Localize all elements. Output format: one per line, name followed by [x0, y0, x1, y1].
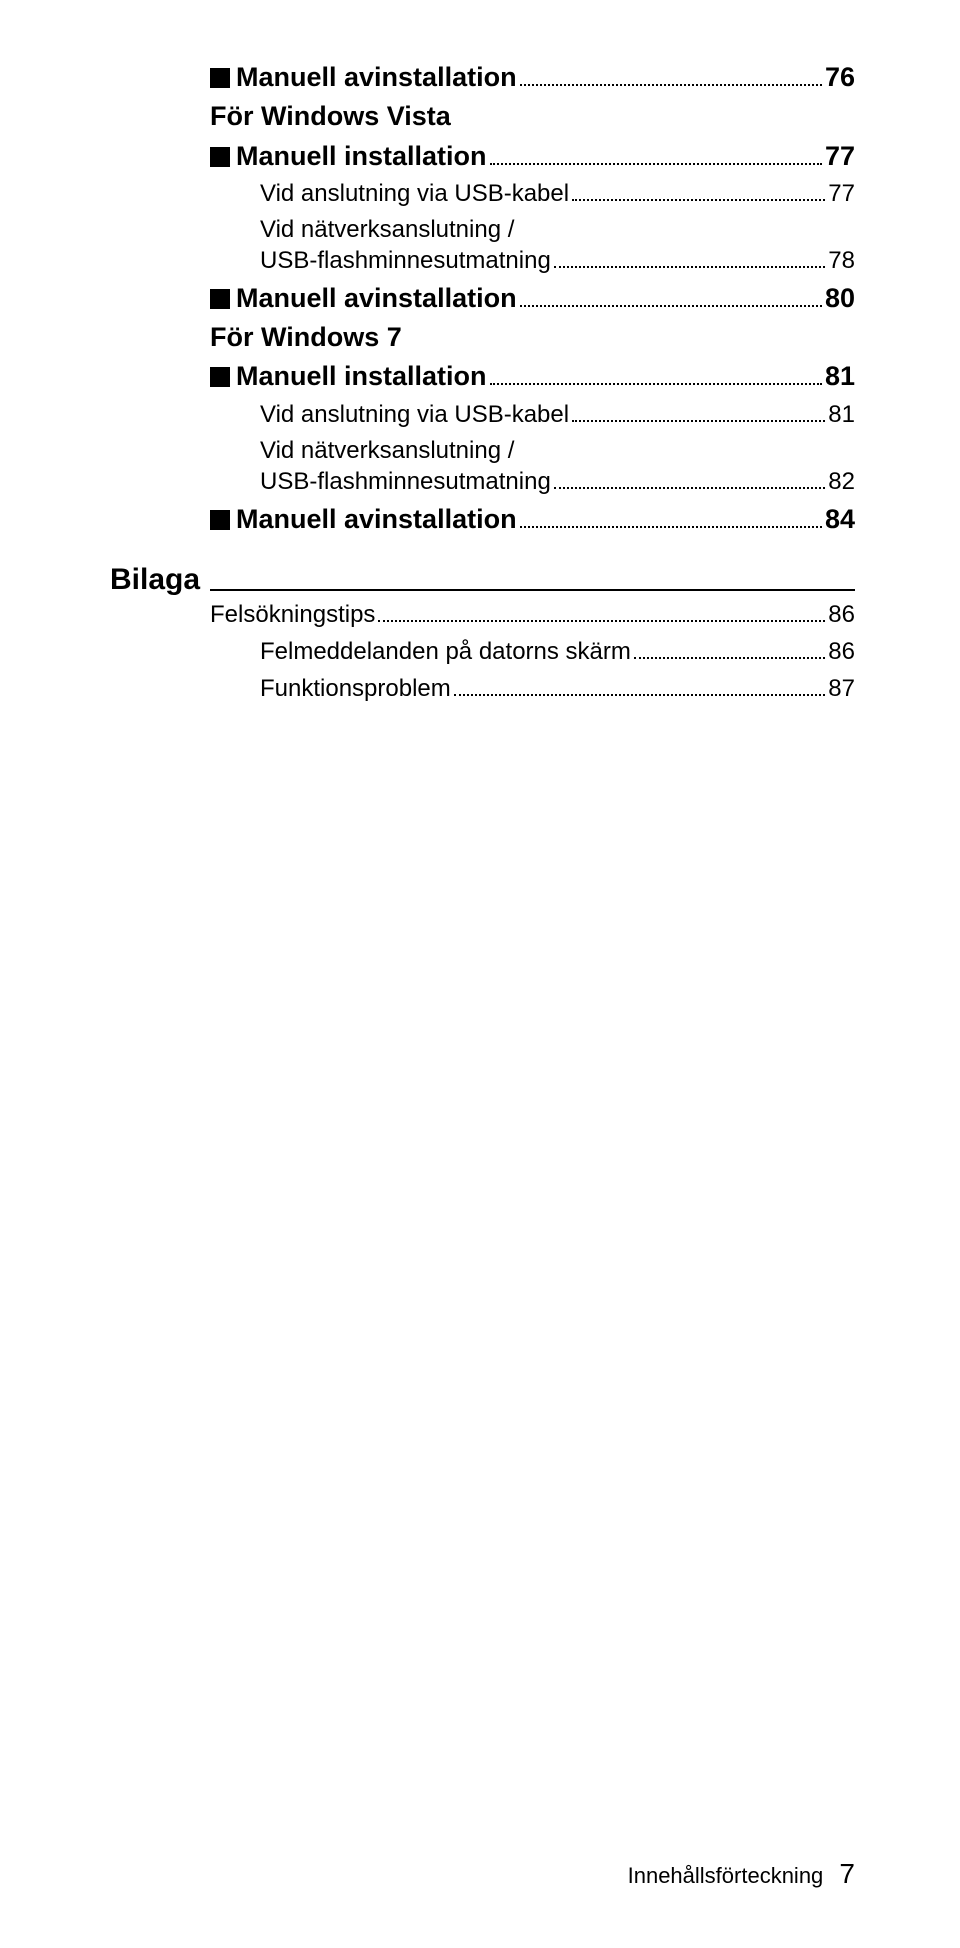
toc-page-number: 80: [825, 283, 855, 314]
toc-title: USB-flashminnesutmatning: [260, 247, 551, 275]
toc-entry-network-82: USB-flashminnesutmatning 82: [260, 467, 855, 496]
toc-entry-usb-77: Vid anslutning via USB-kabel 77: [260, 180, 855, 209]
footer-label: Innehållsförteckning: [628, 1863, 824, 1888]
leader-dots: [520, 283, 822, 307]
toc-title: Vid nätverksanslutning /: [260, 216, 514, 243]
toc-entry-install-77: Manuell installation 77: [210, 140, 855, 171]
toc-page-number: 77: [828, 180, 855, 208]
toc-title: Funktionsproblem: [260, 675, 451, 703]
toc-heading-win7: För Windows 7: [210, 322, 855, 353]
toc-title: Manuell installation: [236, 361, 487, 391]
leader-dots: [554, 467, 825, 489]
appendix-title: Bilaga: [110, 563, 210, 597]
toc-title: Felmeddelanden på datorns skärm: [260, 638, 631, 666]
toc-entry-network-78: USB-flashminnesutmatning 78: [260, 246, 855, 275]
toc-entry-network-line1: Vid nätverksanslutning /: [260, 216, 855, 244]
toc-page-number: 86: [828, 601, 855, 629]
toc-title: USB-flashminnesutmatning: [260, 468, 551, 496]
toc-title: Manuell avinstallation: [236, 283, 517, 313]
leader-dots: [520, 62, 822, 86]
toc-title: Vid anslutning via USB-kabel: [260, 180, 569, 208]
toc-title: Felsökningstips: [210, 601, 375, 629]
toc-entry-uninstall-80: Manuell avinstallation 80: [210, 283, 855, 314]
leader-dots: [490, 361, 822, 385]
toc-entry-uninstall-76: Manuell avinstallation 76: [210, 62, 855, 93]
toc-page-number: 82: [828, 468, 855, 496]
toc-entry-install-81: Manuell installation 81: [210, 361, 855, 392]
square-bullet-icon: [210, 147, 230, 167]
toc-page-number: 87: [828, 675, 855, 703]
toc-title: Vid nätverksanslutning /: [260, 437, 514, 464]
toc-entry-functional-87: Funktionsproblem 87: [260, 674, 855, 703]
toc-entry-troubleshoot-86: Felsökningstips 86: [210, 601, 855, 630]
square-bullet-icon: [210, 289, 230, 309]
leader-dots: [572, 400, 825, 422]
footer-page-number: 7: [839, 1858, 855, 1889]
leader-dots: [490, 140, 822, 164]
toc-page: Manuell avinstallation 76 För Windows Vi…: [0, 0, 960, 703]
leader-dots: [520, 504, 822, 528]
square-bullet-icon: [210, 68, 230, 88]
toc-title: För Windows Vista: [210, 101, 451, 131]
leader-dots: [554, 246, 825, 268]
page-footer: Innehållsförteckning 7: [628, 1858, 855, 1890]
toc-title: Manuell avinstallation: [236, 62, 517, 92]
toc-entry-uninstall-84: Manuell avinstallation 84: [210, 504, 855, 535]
horizontal-rule: [210, 589, 855, 591]
toc-page-number: 84: [825, 504, 855, 535]
toc-page-number: 76: [825, 62, 855, 93]
toc-title: Vid anslutning via USB-kabel: [260, 401, 569, 429]
toc-entry-errors-86: Felmeddelanden på datorns skärm 86: [260, 637, 855, 666]
leader-dots: [634, 637, 825, 659]
toc-title: För Windows 7: [210, 322, 402, 352]
toc-title: Manuell avinstallation: [236, 504, 517, 534]
toc-title: Manuell installation: [236, 141, 487, 171]
toc-page-number: 81: [828, 401, 855, 429]
leader-dots: [454, 674, 826, 696]
square-bullet-icon: [210, 367, 230, 387]
toc-page-number: 77: [825, 141, 855, 172]
toc-entry-usb-81: Vid anslutning via USB-kabel 81: [260, 400, 855, 429]
leader-dots: [572, 180, 825, 202]
toc-heading-vista: För Windows Vista: [210, 101, 855, 132]
square-bullet-icon: [210, 510, 230, 530]
toc-page-number: 81: [825, 361, 855, 392]
leader-dots: [378, 601, 825, 623]
toc-entry-network-line1b: Vid nätverksanslutning /: [260, 437, 855, 465]
appendix-heading-row: Bilaga: [210, 563, 855, 597]
toc-page-number: 86: [828, 638, 855, 666]
toc-page-number: 78: [828, 247, 855, 275]
